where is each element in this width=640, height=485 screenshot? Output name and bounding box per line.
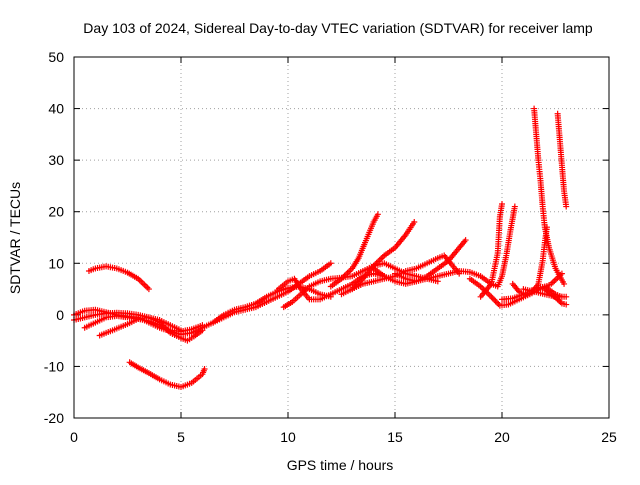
data-point bbox=[563, 203, 570, 210]
data-point bbox=[563, 301, 570, 308]
data-point bbox=[511, 203, 518, 210]
x-tick-label: 10 bbox=[280, 429, 296, 445]
series-track-06 bbox=[126, 359, 208, 391]
y-tick-label: 50 bbox=[48, 49, 64, 65]
tick-label-layer: 0 5 10 15 20 25 -20 -10 0 10 20 30 40 50 bbox=[44, 49, 617, 445]
plot-frame bbox=[73, 56, 610, 419]
y-tick-label: -20 bbox=[44, 410, 64, 426]
y-tick-label: 40 bbox=[48, 101, 64, 117]
data-layer bbox=[71, 105, 570, 391]
series-track-20 bbox=[531, 105, 568, 287]
data-point bbox=[201, 366, 208, 373]
data-point bbox=[561, 280, 568, 287]
x-tick-label: 0 bbox=[70, 429, 78, 445]
y-tick-label: -10 bbox=[44, 358, 64, 374]
data-point bbox=[327, 260, 334, 267]
series-track-11 bbox=[327, 211, 381, 290]
y-axis-label: SDTVAR / TECUs bbox=[7, 182, 23, 294]
series-track-14 bbox=[370, 237, 469, 287]
data-point bbox=[374, 211, 381, 218]
series-track-15 bbox=[392, 203, 518, 290]
data-point bbox=[563, 293, 570, 300]
chart-title: Day 103 of 2024, Sidereal Day-to-day VTE… bbox=[83, 20, 593, 36]
x-axis-label: GPS time / hours bbox=[287, 457, 394, 473]
y-tick-label: 10 bbox=[48, 255, 64, 271]
y-tick-label: 0 bbox=[56, 307, 64, 323]
series-track-17 bbox=[477, 200, 505, 300]
data-point bbox=[499, 200, 505, 207]
series-track-23 bbox=[541, 286, 570, 308]
grid-layer bbox=[74, 57, 609, 418]
data-point bbox=[411, 219, 418, 226]
x-tick-label: 20 bbox=[494, 429, 510, 445]
x-tick-label: 5 bbox=[177, 429, 185, 445]
series-track-08 bbox=[210, 260, 334, 326]
series-track-19 bbox=[509, 224, 550, 299]
series-track-01 bbox=[85, 263, 152, 293]
data-point bbox=[434, 278, 441, 285]
data-point bbox=[462, 237, 469, 244]
series-track-21 bbox=[554, 110, 570, 210]
series-track-05 bbox=[81, 312, 206, 335]
y-tick-label: 30 bbox=[48, 152, 64, 168]
data-point bbox=[145, 286, 152, 293]
y-tick-label: 20 bbox=[48, 204, 64, 220]
x-tick-label: 15 bbox=[387, 429, 403, 445]
x-tick-label: 25 bbox=[601, 429, 617, 445]
